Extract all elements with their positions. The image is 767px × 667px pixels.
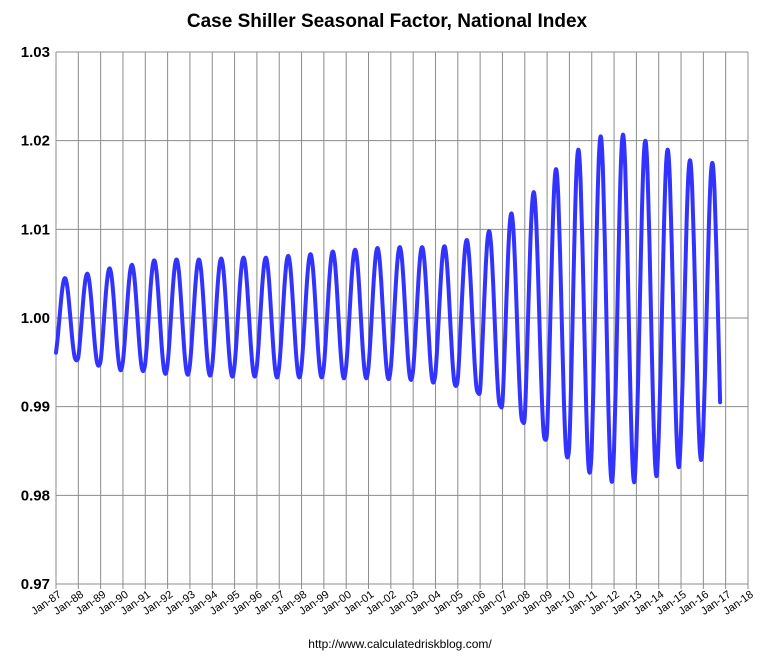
grid-lines: [55, 51, 749, 585]
series-line: [54, 132, 723, 485]
y-tick-label: 1.01: [21, 221, 50, 238]
y-tick-label: 1.03: [21, 44, 50, 61]
axes: [55, 52, 749, 589]
source-credit: http://www.calculatedriskblog.com/: [308, 637, 492, 651]
chart-title: Case Shiller Seasonal Factor, National I…: [187, 11, 588, 32]
series-layer: [54, 132, 723, 485]
y-tick-label: 0.97: [21, 576, 50, 593]
y-tick-label: 1.02: [21, 133, 50, 150]
y-tick-label: 1.00: [21, 310, 50, 327]
y-tick-labels: 0.97 0.98 0.99 1.00 1.01 1.02 1.03: [21, 44, 50, 593]
y-tick-label: 0.99: [21, 399, 50, 416]
x-tick-labels: Jan-87Jan-88Jan-89Jan-90Jan-91Jan-92Jan-…: [29, 589, 755, 618]
y-tick-label: 0.98: [21, 487, 50, 504]
